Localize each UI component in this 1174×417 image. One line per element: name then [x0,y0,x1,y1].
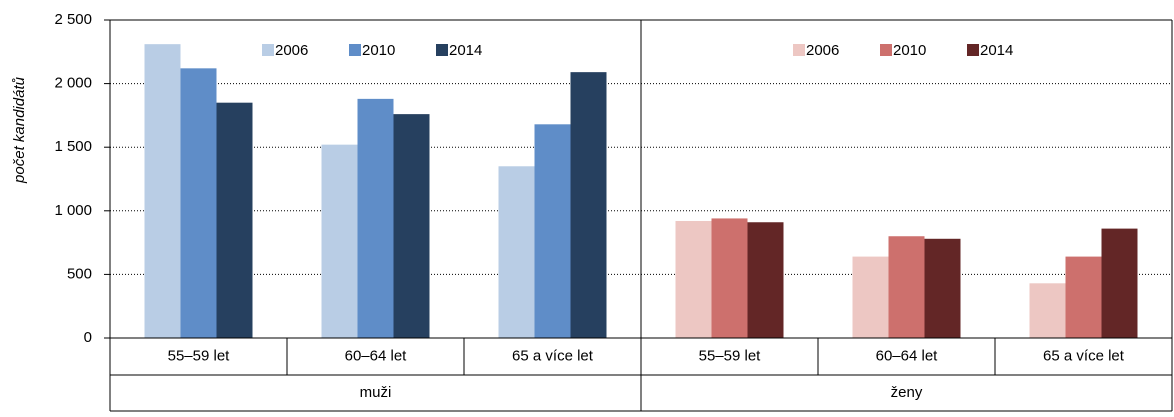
bar [924,238,961,338]
bar [1101,228,1138,338]
bar [144,44,181,338]
legend-swatch [349,44,361,56]
bar [498,166,535,338]
legend-swatch [436,44,448,56]
bar [747,222,784,338]
legend-swatch [262,44,274,56]
x-tick-label: 65 a více let [512,347,594,364]
bar [180,68,217,338]
legend-label: 2010 [893,42,926,59]
legend-label: 2014 [980,42,1013,59]
bar [393,114,430,339]
bar [711,218,748,338]
legend-label: 2014 [449,42,482,59]
legend-swatch [967,44,979,56]
legend-swatch [793,44,805,56]
x-tick-label: 55–59 let [699,347,762,364]
bar [1029,283,1066,338]
bar [357,98,394,338]
x-tick-label: 55–59 let [168,347,231,364]
y-tick-label: 1 500 [54,138,92,155]
bar [570,72,607,338]
y-tick-label: 2 500 [54,11,92,28]
y-tick-label: 2 000 [54,75,92,92]
bar [888,236,925,338]
x-tick-label: 60–64 let [876,347,939,364]
legend-swatch [880,44,892,56]
y-tick-label: 500 [67,265,92,282]
group-label: muži [360,384,392,401]
x-tick-label: 60–64 let [345,347,408,364]
legend-label: 2006 [275,42,308,59]
bar [534,124,571,338]
bar [216,102,253,339]
bar [1065,256,1102,338]
y-tick-label: 1 000 [54,202,92,219]
legend-label: 2006 [806,42,839,59]
y-tick-label: 0 [84,329,92,346]
bar [675,220,712,338]
legend-label: 2010 [362,42,395,59]
group-label: ženy [891,384,923,401]
y-axis-label: počet kandidátů [11,76,28,184]
bar [321,144,358,338]
bar [852,256,889,338]
x-tick-label: 65 a více let [1043,347,1125,364]
